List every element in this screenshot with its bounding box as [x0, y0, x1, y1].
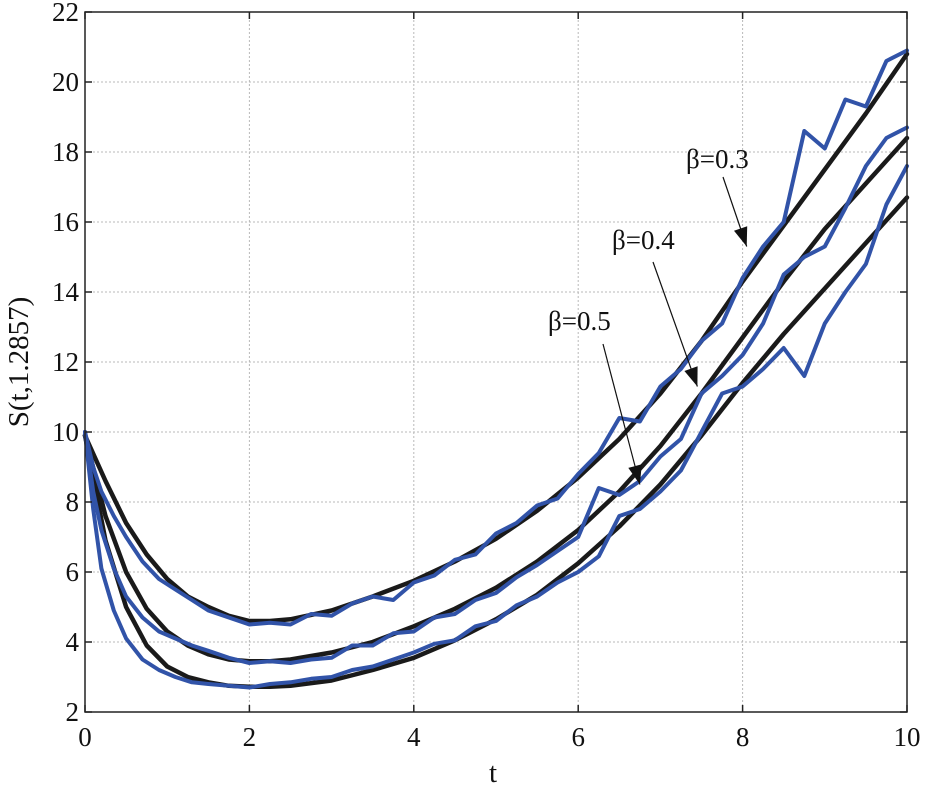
grid	[85, 12, 907, 712]
annotation-label-0: β=0.3	[686, 144, 749, 174]
y-tick-label-3: 8	[66, 487, 80, 517]
x-tick-label-1: 2	[243, 722, 257, 752]
annotation-arrowhead-2	[628, 464, 642, 485]
x-tick-label-0: 0	[78, 722, 92, 752]
x-tick-label-5: 10	[894, 722, 921, 752]
simulated-path-4	[83, 125, 909, 665]
annotations: β=0.3 β=0.4 β=0.5	[548, 144, 749, 485]
annotation-arrowhead-0	[734, 226, 748, 247]
x-axis-label: t	[489, 757, 497, 789]
annotation-label-1: β=0.4	[612, 225, 675, 255]
simulated-path-3	[83, 48, 909, 627]
y-tick-label-10: 22	[52, 0, 79, 27]
x-tick-label-2: 4	[407, 722, 421, 752]
exact-curve-2	[82, 195, 910, 690]
y-tick-label-7: 16	[52, 207, 79, 237]
x-ticks: 0 2 4 6 8 10	[78, 12, 921, 752]
y-tick-label-0: 2	[66, 697, 80, 727]
x-tick-label-4: 8	[736, 722, 750, 752]
annotation-arrowhead-1	[684, 366, 698, 387]
y-tick-label-6: 14	[52, 277, 80, 307]
y-ticks: 2 4 6 8 10 12 14 16 18 20 22	[52, 0, 907, 727]
y-tick-label-9: 20	[52, 67, 79, 97]
y-axis-label: S(t,1.2857)	[3, 297, 35, 428]
y-tick-label-8: 18	[52, 137, 79, 167]
annotation-label-2: β=0.5	[548, 306, 611, 336]
x-tick-label-3: 6	[571, 722, 585, 752]
simulated-path-5	[83, 164, 909, 690]
y-tick-label-1: 4	[66, 627, 80, 657]
y-tick-label-5: 12	[52, 347, 79, 377]
annotation-arrow-2	[602, 343, 641, 485]
y-tick-label-2: 6	[66, 557, 80, 587]
series-group	[82, 48, 910, 690]
annotation-arrow-1	[652, 261, 698, 387]
y-tick-label-4: 10	[52, 417, 79, 447]
